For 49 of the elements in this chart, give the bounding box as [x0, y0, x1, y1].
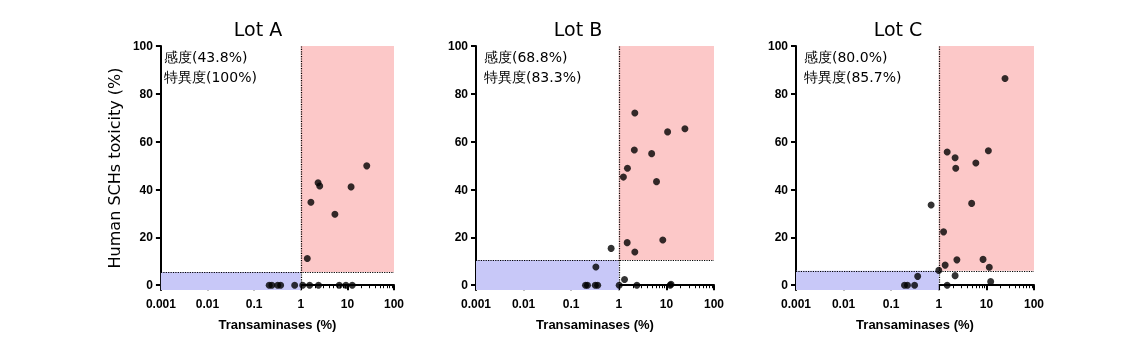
annotation: 特異度(83.3%) [484, 69, 582, 85]
annotation: 特異度(100%) [164, 69, 257, 85]
x-tick-label: 10 [340, 297, 355, 311]
x-tick-label: 100 [383, 297, 405, 311]
x-tick-label: 0.001 [780, 297, 812, 311]
x-tick-label: 100 [1023, 297, 1045, 311]
x-tick-label: 0.1 [882, 297, 900, 311]
x-tick-label: 0.001 [145, 297, 177, 311]
x-tick-label: 100 [703, 297, 725, 311]
x-tick-label: 10 [979, 297, 994, 311]
y-tick-label: 20 [139, 230, 154, 245]
y-tick-label: 80 [139, 86, 154, 101]
x-tick-label: 10 [659, 297, 674, 311]
y-tick-label: 40 [454, 182, 469, 197]
y-tick-label: 0 [146, 278, 154, 293]
y-tick-label: 100 [132, 39, 154, 53]
x-tick-label: 0.01 [195, 297, 220, 311]
chart-title: Lot A [233, 17, 283, 40]
x-axis-title: Transaminases (%) [536, 317, 654, 332]
x-tick-label: 0.1 [245, 297, 263, 311]
annotation: 特異度(85.7%) [804, 69, 902, 85]
x-tick-label: 0.001 [460, 297, 492, 311]
x-tick-label: 0.01 [511, 297, 536, 311]
annotation: 感度(80.0%) [804, 49, 888, 65]
y-tick-label: 60 [774, 134, 789, 149]
annotation: 感度(43.8%) [164, 49, 248, 65]
x-tick-label: 1 [615, 297, 623, 311]
y-axis-title: Human SCHs toxicity (%) [104, 67, 124, 269]
y-tick-label: 40 [139, 182, 154, 197]
x-tick-label: 0.1 [562, 297, 580, 311]
x-axis-title: Transaminases (%) [856, 317, 974, 332]
y-tick-label: 80 [454, 86, 469, 101]
y-tick-label: 40 [774, 182, 789, 197]
y-tick-label: 100 [767, 39, 789, 53]
x-tick-label: 0.01 [831, 297, 856, 311]
y-tick-label: 80 [774, 86, 789, 101]
y-tick-label: 60 [139, 134, 154, 149]
annotation: 感度(68.8%) [484, 49, 568, 65]
y-tick-label: 20 [454, 230, 469, 245]
chart-title: Lot B [553, 17, 603, 40]
y-tick-label: 0 [781, 278, 789, 293]
x-tick-label: 1 [297, 297, 305, 311]
y-tick-label: 20 [774, 230, 789, 245]
x-tick-label: 1 [935, 297, 943, 311]
chart-title: Lot C [873, 17, 923, 40]
y-tick-label: 0 [461, 278, 469, 293]
x-axis-title: Transaminases (%) [218, 317, 337, 332]
y-tick-label: 60 [454, 134, 469, 149]
y-tick-label: 100 [447, 39, 469, 53]
